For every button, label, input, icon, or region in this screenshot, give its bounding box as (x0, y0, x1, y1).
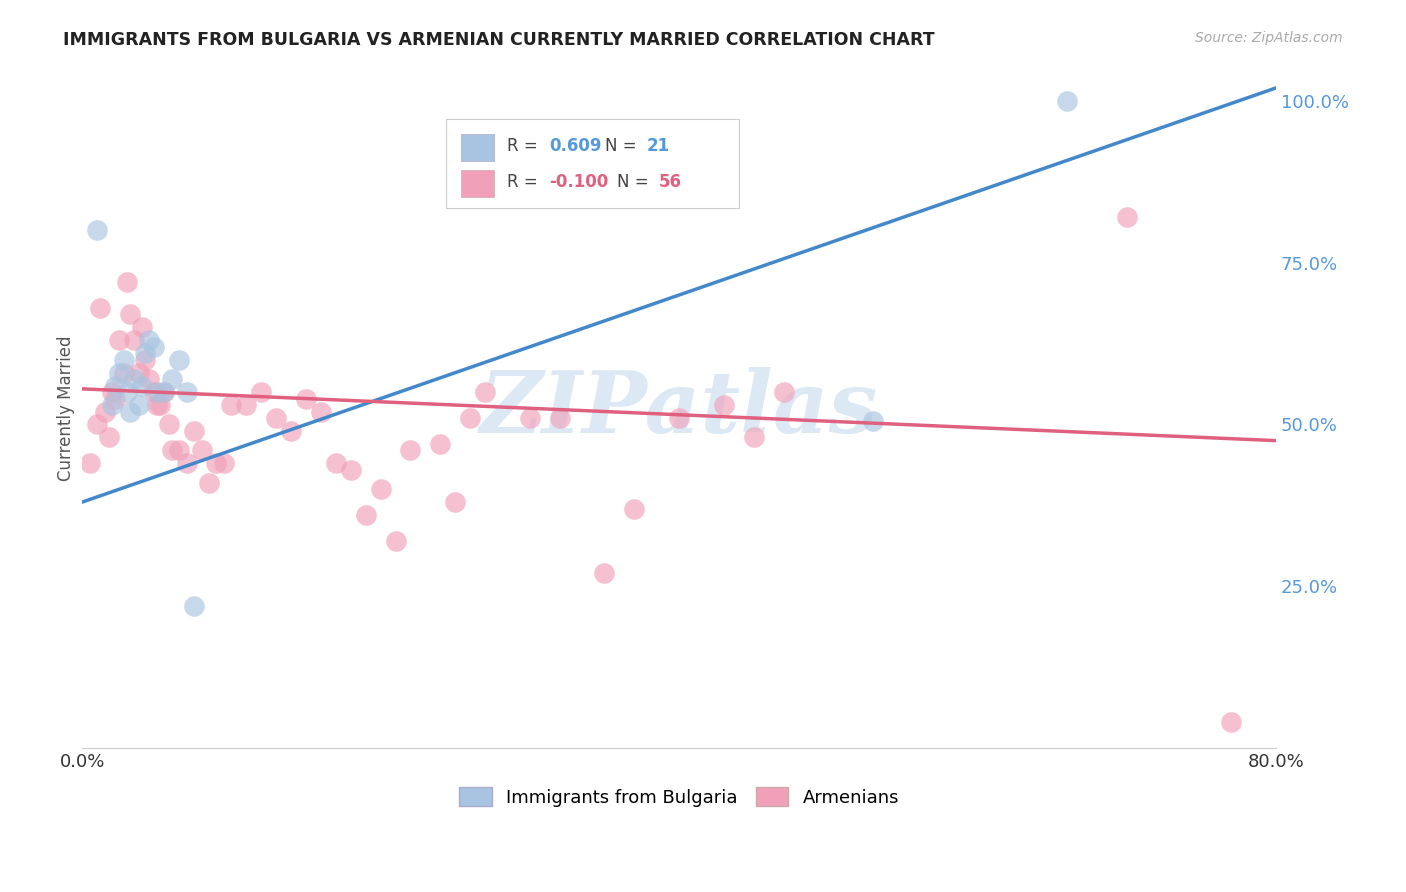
Legend: Immigrants from Bulgaria, Armenians: Immigrants from Bulgaria, Armenians (451, 780, 907, 814)
Text: N =: N = (617, 172, 654, 191)
Point (713, 398, 735, 412)
Point (862, 414, 884, 428)
Point (98, 430, 121, 444)
Point (548, 411, 571, 425)
Point (183, 599, 205, 613)
Point (190, 443, 212, 458)
Point (354, 508, 377, 522)
FancyBboxPatch shape (461, 134, 494, 161)
Point (264, 411, 287, 425)
Point (112, 352, 135, 367)
Point (153, 385, 176, 400)
Text: IMMIGRANTS FROM BULGARIA VS ARMENIAN CURRENTLY MARRIED CORRELATION CHART: IMMIGRANTS FROM BULGARIA VS ARMENIAN CUR… (63, 31, 935, 49)
Point (183, 424, 205, 438)
Text: 21: 21 (647, 136, 669, 154)
Point (519, 411, 541, 425)
Point (167, 443, 190, 458)
Text: 0.609: 0.609 (548, 136, 602, 154)
Point (124, 372, 146, 386)
Point (339, 463, 361, 477)
Point (115, 275, 138, 289)
Point (623, 501, 645, 516)
Text: R =: R = (508, 136, 543, 154)
Point (153, 385, 176, 400)
Point (108, 366, 131, 380)
Point (112, 366, 135, 380)
Point (86, 417, 108, 432)
Point (235, 398, 257, 412)
Point (145, 398, 167, 412)
FancyBboxPatch shape (461, 169, 494, 197)
Point (198, 475, 221, 490)
Point (1220, 715, 1243, 730)
Point (124, 334, 146, 348)
Point (458, 411, 481, 425)
Point (128, 366, 150, 380)
Point (108, 334, 131, 348)
Point (309, 404, 332, 418)
Text: ZIPatlas: ZIPatlas (479, 367, 879, 450)
Point (104, 392, 127, 406)
Point (131, 320, 153, 334)
Y-axis label: Currently Married: Currently Married (58, 335, 75, 481)
Point (145, 385, 167, 400)
Point (295, 392, 318, 406)
Point (1056, 94, 1078, 108)
Point (429, 437, 451, 451)
Point (384, 533, 406, 548)
Point (160, 372, 183, 386)
Point (212, 456, 235, 470)
Point (134, 352, 156, 367)
Point (115, 385, 138, 400)
Point (742, 430, 765, 444)
Point (118, 404, 141, 418)
Text: Source: ZipAtlas.com: Source: ZipAtlas.com (1195, 31, 1343, 45)
Point (1115, 211, 1137, 225)
Point (167, 352, 190, 367)
Point (399, 443, 422, 458)
Point (160, 443, 183, 458)
Point (176, 385, 198, 400)
Point (93, 404, 115, 418)
Point (668, 411, 690, 425)
Point (157, 417, 180, 432)
Point (138, 372, 160, 386)
Point (149, 398, 172, 412)
Point (79, 456, 101, 470)
Point (221, 398, 243, 412)
Text: R =: R = (508, 172, 543, 191)
Point (142, 340, 165, 354)
Point (772, 385, 794, 400)
Point (101, 398, 124, 412)
Point (86, 223, 108, 237)
Text: -0.100: -0.100 (548, 172, 609, 191)
Point (89, 301, 111, 315)
FancyBboxPatch shape (446, 120, 738, 208)
Point (280, 424, 302, 438)
Point (176, 456, 198, 470)
Point (444, 495, 467, 509)
Point (593, 566, 616, 581)
Point (205, 456, 228, 470)
Point (325, 456, 347, 470)
Text: N =: N = (605, 136, 643, 154)
Point (128, 398, 150, 412)
Point (250, 385, 273, 400)
Point (134, 346, 156, 360)
Text: 56: 56 (659, 172, 682, 191)
Point (118, 308, 141, 322)
Point (370, 482, 392, 496)
Point (131, 378, 153, 392)
Point (101, 385, 124, 400)
Point (138, 334, 160, 348)
Point (142, 385, 165, 400)
Point (474, 385, 496, 400)
Point (104, 378, 127, 392)
